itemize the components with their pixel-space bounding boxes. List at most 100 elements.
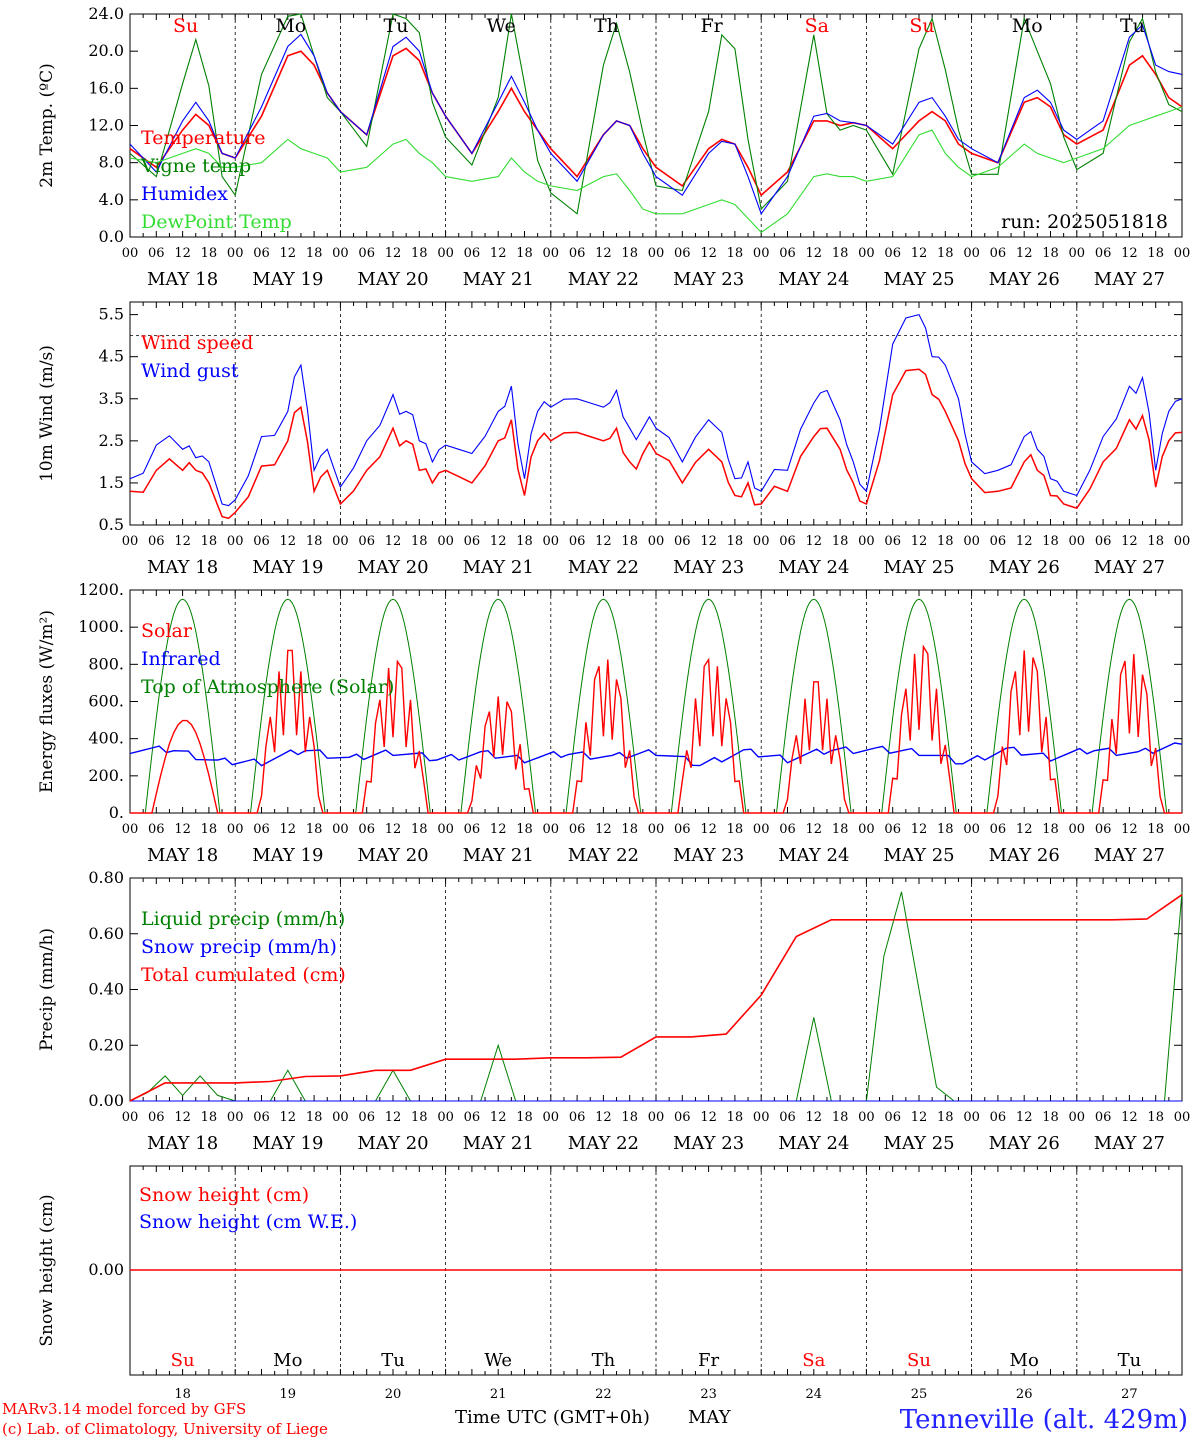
hour-tick-label: 12 [806, 246, 823, 261]
y-tick-label: 0.40 [88, 980, 124, 999]
hour-tick-label: 00 [122, 822, 139, 837]
hour-tick-label: 06 [884, 1110, 901, 1125]
station-name: Tenneville (alt. 429m) [900, 1405, 1188, 1435]
y-tick-label: 800. [88, 654, 124, 673]
hour-tick-label: 12 [806, 534, 823, 549]
date-label: MAY 24 [778, 1133, 849, 1154]
hour-tick-label: 12 [280, 822, 297, 837]
hour-tick-label: 12 [490, 1110, 507, 1125]
hour-tick-label: 18 [1042, 822, 1059, 837]
hour-tick-label: 18 [621, 822, 638, 837]
series-line-solar [130, 644, 1182, 814]
date-label: MAY 23 [673, 269, 744, 290]
hour-tick-label: 06 [1095, 1110, 1112, 1125]
hour-tick-label: 00 [753, 822, 770, 837]
weekday-label: Su [909, 15, 934, 37]
hour-tick-label: 18 [201, 1110, 218, 1125]
hour-tick-label: 06 [779, 534, 796, 549]
hour-tick-label: 06 [1095, 534, 1112, 549]
hour-tick-label: 00 [753, 246, 770, 261]
hour-tick-label: 00 [1174, 1110, 1191, 1125]
date-label: MAY 19 [252, 269, 323, 290]
y-tick-label: 0.5 [99, 515, 124, 534]
hour-tick-label: 18 [1147, 534, 1164, 549]
hour-tick-label: 00 [332, 246, 349, 261]
y-tick-label: 0.00 [88, 1091, 124, 1110]
hour-tick-label: 12 [806, 822, 823, 837]
hour-tick-label: 00 [963, 534, 980, 549]
hour-tick-label: 06 [674, 1110, 691, 1125]
date-label: MAY 26 [989, 845, 1060, 866]
hour-tick-label: 06 [358, 534, 375, 549]
hour-tick-label: 18 [832, 822, 849, 837]
hour-tick-label: 06 [253, 822, 270, 837]
date-label: MAY 27 [1094, 269, 1165, 290]
weekday-label: Th [594, 15, 619, 37]
run-label: run: 2025051818 [1001, 211, 1168, 233]
weekday-label-bottom: Sa [802, 1350, 825, 1371]
date-label: MAY 20 [357, 845, 428, 866]
series-line-0 [129, 47, 1183, 197]
hour-tick-label: 06 [990, 534, 1007, 549]
hour-tick-label: 06 [253, 534, 270, 549]
hour-tick-label: 18 [832, 246, 849, 261]
legend-wind-gust: Wind gust [141, 360, 239, 382]
weekday-label: Fr [700, 15, 723, 37]
hour-tick-label: 06 [1095, 822, 1112, 837]
legend-humidex: Humidex [141, 183, 228, 205]
hour-tick-label: 18 [937, 534, 954, 549]
hour-tick-label: 12 [1016, 1110, 1033, 1125]
date-label: MAY 26 [989, 269, 1060, 290]
y-tick-label: 12.0 [88, 116, 124, 135]
weekday-label-bottom: Su [907, 1350, 931, 1371]
y-tick-label: 8.0 [99, 153, 124, 172]
snow-panel: 0.00 Snow height (cm) Snow height (cm) Snow… [37, 1165, 1183, 1402]
hour-tick-label: 18 [1147, 822, 1164, 837]
y-tick-label: 600. [88, 692, 124, 711]
hour-tick-label: 00 [858, 822, 875, 837]
hour-tick-label: 06 [674, 822, 691, 837]
weekday-label: Sa [805, 15, 829, 37]
weekday-label: Tu [1120, 15, 1145, 37]
weekday-label-bottom: Mo [1010, 1350, 1039, 1371]
series-line-2 [129, 24, 1183, 215]
y-axis-label: Precip (mm/h) [37, 928, 57, 1051]
day-number-label: 22 [595, 1387, 612, 1402]
y-tick-label: 0.60 [88, 924, 124, 943]
hour-tick-label: 12 [490, 534, 507, 549]
hour-tick-label: 00 [963, 822, 980, 837]
hour-tick-label: 18 [727, 246, 744, 261]
hour-tick-label: 12 [174, 246, 191, 261]
hour-tick-label: 12 [490, 822, 507, 837]
date-label: MAY 24 [778, 845, 849, 866]
hour-tick-label: 18 [1147, 246, 1164, 261]
hour-tick-label: 06 [884, 246, 901, 261]
hour-tick-label: 06 [148, 246, 165, 261]
date-label: MAY 23 [673, 557, 744, 578]
hour-tick-label: 00 [332, 1110, 349, 1125]
hour-tick-label: 12 [1016, 534, 1033, 549]
hour-tick-label: 00 [1069, 822, 1086, 837]
hour-tick-label: 00 [648, 822, 665, 837]
legend-snow-precip-mm-h-: Snow precip (mm/h) [141, 936, 337, 958]
legend-solar: Solar [141, 620, 193, 642]
y-tick-label: 24.0 [88, 4, 124, 23]
hour-tick-label: 12 [595, 246, 612, 261]
hour-tick-label: 00 [543, 822, 560, 837]
wind-panel: 00 06 12 18 00 06 12 18 00 06 12 18 00 06 12 18 00 06 12 18… [37, 301, 1190, 578]
legend-dewpoint-temp: DewPoint Temp [141, 211, 292, 233]
hour-tick-label: 06 [358, 822, 375, 837]
hour-tick-label: 06 [884, 822, 901, 837]
date-label: MAY 21 [463, 269, 534, 290]
panel-frame [129, 589, 1183, 814]
time-axis-month: MAY [688, 1407, 732, 1428]
hour-tick-label: 00 [753, 534, 770, 549]
hour-tick-label: 12 [1121, 822, 1138, 837]
y-axis-label: Energy fluxes (W/m²) [37, 610, 57, 793]
hour-tick-label: 06 [779, 1110, 796, 1125]
hour-tick-label: 12 [385, 534, 402, 549]
date-label: MAY 20 [357, 1133, 428, 1154]
series-line-cumulated [129, 894, 1183, 1102]
hour-tick-label: 12 [385, 822, 402, 837]
